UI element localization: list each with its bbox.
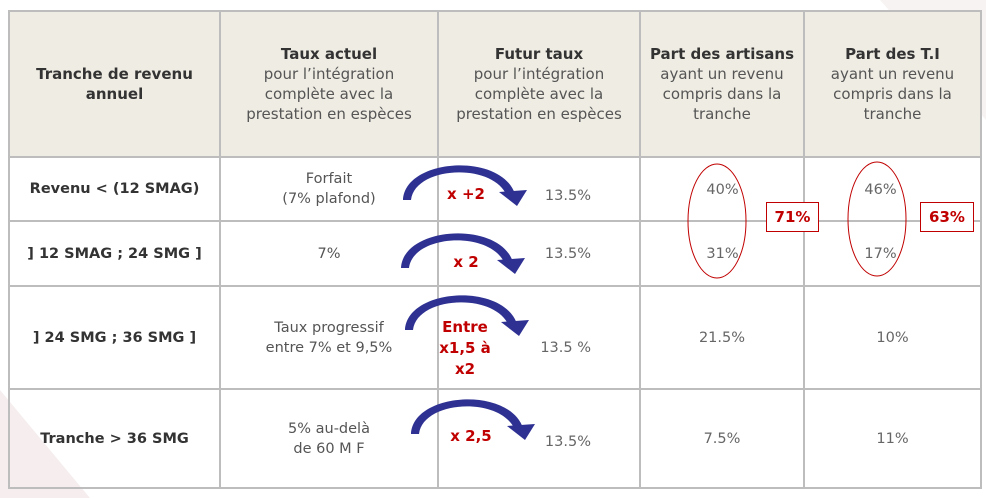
row-2-futur: 13.5% <box>439 222 641 287</box>
futur-value: 13.5 % <box>540 339 591 356</box>
row-1-ti: 46% <box>805 158 982 222</box>
header-title: Part des artisans <box>649 45 795 63</box>
header-part-ti: Part des T.I ayant un revenu compris dans… <box>805 12 982 158</box>
row-3-tranche: ] 24 SMG ; 36 SMG ] <box>10 287 221 390</box>
futur-value: 13.5% <box>544 433 591 450</box>
row-4-actuel: 5% au-delà de 60 M F <box>221 390 439 489</box>
row-1-tranche: Revenu < (12 SMAG) <box>10 158 221 222</box>
row-4-ti: 11% <box>805 390 982 489</box>
header-futur-taux: Futur taux pour l’intégration complète av… <box>439 12 641 158</box>
futur-value: 13.5% <box>544 245 591 262</box>
header-tranche: Tranche de revenu annuel <box>10 12 221 158</box>
row-3-artisans: 21.5% <box>641 287 805 390</box>
multiplier-row-2: x 2 <box>453 253 479 271</box>
header-part-artisans: Part des artisans ayant un revenu compris… <box>641 12 805 158</box>
header-subtitle: ayant un revenu compris dans la tranche <box>660 65 784 123</box>
row-3-futur: 13.5 % <box>439 287 641 390</box>
header-title: Part des T.I <box>845 45 940 63</box>
multiplier-row-4: x 2,5 <box>450 427 492 445</box>
header-taux-actuel: Taux actuel pour l’intégration complète a… <box>221 12 439 158</box>
row-1-futur: 13.5% <box>439 158 641 222</box>
row-4-futur: 13.5% <box>439 390 641 489</box>
row-3-actuel: Taux progressif entre 7% et 9,5% <box>221 287 439 390</box>
header-title: Futur taux <box>494 45 584 63</box>
row-2-tranche: ] 12 SMAG ; 24 SMG ] <box>10 222 221 287</box>
header-title: Taux actuel <box>280 45 378 63</box>
multiplier-row-3: Entre x1,5 à x2 <box>439 318 491 378</box>
ti-total-box: 63% <box>920 202 974 232</box>
ti-highlight-ellipse <box>847 161 907 277</box>
rates-table: Tranche de revenu annuel Taux actuel pour… <box>8 10 982 489</box>
row-1-actuel: Forfait (7% plafond) <box>221 158 439 222</box>
row-4-artisans: 7.5% <box>641 390 805 489</box>
row-1-artisans: 40% <box>641 158 805 222</box>
row-2-actuel: 7% <box>221 222 439 287</box>
artisans-highlight-ellipse <box>687 163 747 279</box>
header-title: Tranche de revenu annuel <box>36 65 193 103</box>
futur-value: 13.5% <box>544 188 591 204</box>
artisans-total-box: 71% <box>766 202 819 232</box>
row-2-artisans: 31% <box>641 222 805 287</box>
header-subtitle: ayant un revenu compris dans la tranche <box>830 65 955 123</box>
multiplier-row-1: x +2 <box>447 185 485 203</box>
header-subtitle: pour l’intégration complète avec la pres… <box>246 65 412 123</box>
row-3-ti: 10% <box>805 287 982 390</box>
row-4-tranche: Tranche > 36 SMG <box>10 390 221 489</box>
header-subtitle: pour l’intégration complète avec la pres… <box>456 65 622 123</box>
row-2-ti: 17% <box>805 222 982 287</box>
